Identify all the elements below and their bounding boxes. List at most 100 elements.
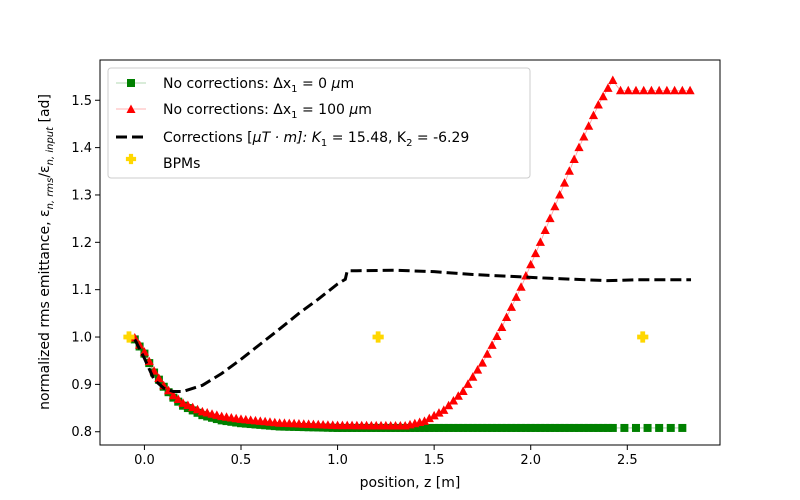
- data-point-triangle: [444, 400, 454, 410]
- data-point-square: [478, 423, 487, 432]
- data-point-triangle: [183, 400, 193, 409]
- y-tick-label: 1.0: [71, 331, 92, 346]
- data-point-triangle: [615, 85, 626, 95]
- data-point-square: [420, 423, 429, 432]
- data-point-square: [468, 423, 477, 432]
- data-point-square: [251, 420, 260, 429]
- data-point-triangle: [139, 347, 150, 356]
- x-tick-label: 0.0: [134, 453, 155, 468]
- y-tick-label: 0.8: [71, 425, 92, 440]
- data-point-square: [579, 423, 588, 432]
- y-tick-label: 1.1: [71, 283, 92, 298]
- data-point-square: [502, 423, 511, 432]
- data-point-triangle: [639, 85, 649, 95]
- data-point-triangle: [419, 416, 430, 425]
- data-point-square: [208, 413, 217, 422]
- axis-ticks: 0.0 0.5 1.0 1.5 2.0 2.5 0.8 0.9 1.0 1.1 1.2 1.3 1.4 1…: [71, 94, 637, 468]
- data-point-square: [507, 423, 516, 432]
- data-point-triangle: [429, 410, 439, 420]
- data-point-triangle: [584, 121, 594, 130]
- data-point-square: [655, 423, 664, 432]
- data-point-triangle: [173, 394, 183, 404]
- data-point-square: [570, 423, 579, 432]
- data-point-square: [546, 423, 555, 432]
- data-point-square: [256, 420, 265, 429]
- legend-marker-plus: [125, 153, 137, 165]
- legend-marker-triangle: [126, 104, 136, 113]
- data-point-triangle: [555, 189, 565, 199]
- data-point-square: [212, 415, 221, 424]
- data-point-triangle: [492, 331, 502, 340]
- data-point-square: [678, 423, 687, 432]
- data-point-square: [449, 423, 458, 432]
- data-point-square: [517, 423, 526, 432]
- data-point-triangle: [453, 391, 463, 400]
- data-point-triangle: [603, 83, 613, 92]
- data-point-triangle: [188, 402, 198, 412]
- data-point-triangle: [458, 386, 468, 395]
- x-axis-label: position, z [m]: [360, 475, 461, 491]
- data-point-triangle: [468, 372, 478, 381]
- data-point-square: [425, 423, 434, 432]
- data-point-square: [410, 423, 419, 432]
- series-line-corrections: [133, 268, 692, 393]
- data-point-square: [560, 423, 569, 432]
- data-point-square: [541, 423, 550, 432]
- data-point-square: [512, 423, 521, 432]
- data-point-triangle: [670, 85, 680, 95]
- data-point-triangle: [506, 302, 517, 311]
- data-point-triangle: [497, 322, 507, 332]
- data-point-square: [222, 417, 231, 426]
- data-point-square: [236, 419, 245, 428]
- series-layer: [123, 75, 695, 432]
- data-point-square: [631, 423, 640, 432]
- x-tick-label: 1.5: [424, 453, 445, 468]
- data-point-triangle: [434, 408, 444, 417]
- x-tick-label: 0.5: [231, 453, 252, 468]
- data-point-square: [492, 423, 501, 432]
- data-point-triangle: [168, 390, 178, 400]
- data-point-triangle: [178, 398, 188, 407]
- data-point-triangle: [646, 85, 657, 95]
- data-point-square: [594, 423, 603, 432]
- data-point-triangle: [482, 349, 492, 358]
- y-axis-label: normalized rms emittance, εn, rms/εn, in…: [37, 94, 56, 410]
- data-point-square: [603, 423, 612, 432]
- data-point-square: [608, 423, 617, 432]
- data-point-triangle: [535, 237, 545, 246]
- y-tick-label: 1.5: [71, 94, 92, 109]
- data-point-triangle: [685, 85, 695, 95]
- data-point-triangle: [463, 379, 473, 388]
- x-tick-label: 1.0: [327, 453, 348, 468]
- y-tick-label: 1.4: [71, 141, 92, 156]
- data-point-square: [589, 423, 598, 432]
- data-point-square: [430, 423, 439, 432]
- data-point-triangle: [654, 85, 664, 95]
- bpm-marker: [123, 331, 135, 343]
- data-point-triangle: [424, 413, 434, 423]
- data-point-triangle: [530, 248, 541, 258]
- series-group: [123, 75, 695, 432]
- data-point-square: [454, 423, 463, 432]
- data-point-square: [473, 423, 482, 432]
- data-point-square: [488, 423, 497, 432]
- data-point-square: [531, 423, 540, 432]
- data-point-square: [584, 423, 593, 432]
- data-point-square: [232, 418, 241, 427]
- data-point-square: [526, 423, 535, 432]
- data-point-triangle: [559, 178, 570, 187]
- legend-entry-bpms: BPMs: [125, 153, 200, 172]
- data-point-square: [241, 419, 250, 428]
- data-point-triangle: [662, 85, 672, 95]
- data-point-square: [246, 420, 255, 429]
- legend-label-no-corrections-0um: No corrections: Δx1 = 0 μm: [163, 76, 354, 95]
- data-point-triangle: [545, 213, 555, 223]
- data-point-square: [227, 417, 236, 426]
- data-point-square: [439, 423, 448, 432]
- data-point-square: [599, 423, 608, 432]
- data-point-triangle: [487, 340, 497, 349]
- data-point-triangle: [511, 292, 521, 301]
- data-point-triangle: [439, 405, 449, 414]
- data-point-square: [521, 423, 530, 432]
- legend-label-no-corrections-100um: No corrections: Δx1 = 100 μm: [163, 102, 372, 121]
